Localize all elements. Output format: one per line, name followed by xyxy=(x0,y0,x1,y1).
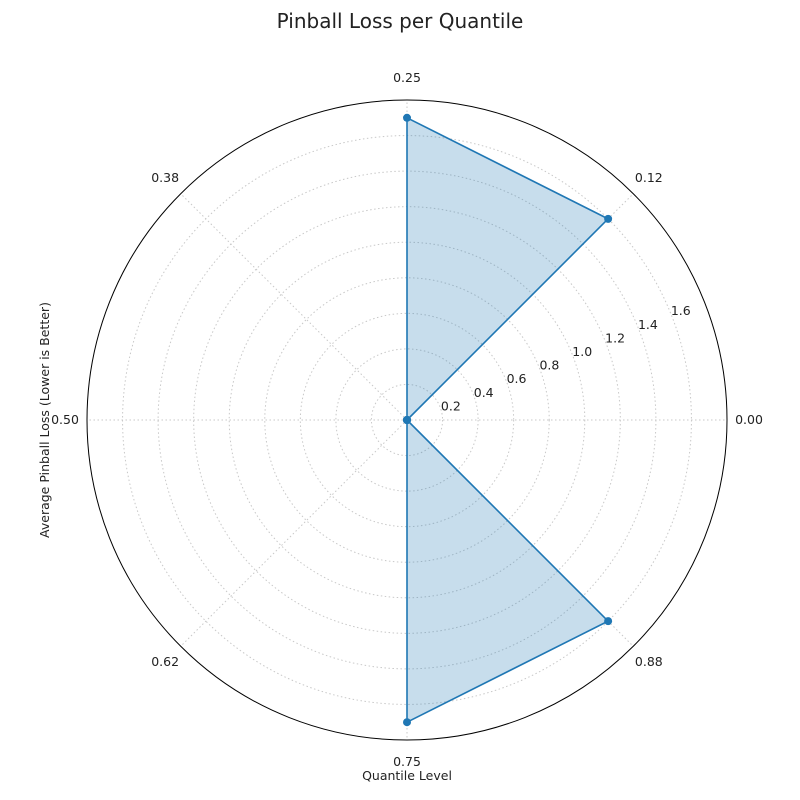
radial-tick-label: 0.8 xyxy=(539,358,559,373)
radial-tick-label: 1.2 xyxy=(605,330,625,345)
angular-gridline xyxy=(180,193,408,421)
data-point-q0.25 xyxy=(403,113,411,122)
data-point-q0.88 xyxy=(604,617,613,626)
radial-tick-label: 1.0 xyxy=(572,344,592,359)
chart-title: Pinball Loss per Quantile xyxy=(277,9,524,33)
radial-gridline xyxy=(299,312,515,528)
tick-labels: 0.00 0.12 0.25 0.38 0.50 0.62 0.75 0.88 0.2 0.4 0.… xyxy=(51,70,763,769)
y-axis-label: Average Pinball Loss (Lower is Better) xyxy=(37,302,52,538)
angular-tick-label: 0.62 xyxy=(151,654,179,669)
angular-gridline xyxy=(180,419,408,647)
angular-tick-label: 0.75 xyxy=(393,754,421,769)
radial-gridline xyxy=(264,277,550,563)
radial-tick-label: 0.4 xyxy=(474,385,494,400)
series-marks xyxy=(403,113,613,727)
angular-tick-label: 0.00 xyxy=(735,412,763,427)
radial-tick-label: 0.2 xyxy=(441,398,461,413)
angular-tick-label: 0.50 xyxy=(51,412,79,427)
radial-tick-label: 1.4 xyxy=(638,317,658,332)
angular-tick-label: 0.12 xyxy=(635,170,663,185)
radial-tick-label: 0.6 xyxy=(507,371,527,386)
data-point-q0.75 xyxy=(403,718,411,727)
angular-tick-label: 0.25 xyxy=(393,70,421,85)
x-axis-label: Quantile Level xyxy=(362,768,452,783)
radial-gridline xyxy=(335,348,479,492)
data-point-q0.12 xyxy=(604,214,613,223)
outer-frame xyxy=(86,99,728,741)
angular-tick-label: 0.88 xyxy=(635,654,663,669)
radial-tick-label: 1.6 xyxy=(671,303,691,318)
data-point-q0.62 xyxy=(403,416,411,424)
angular-tick-label: 0.38 xyxy=(151,170,179,185)
